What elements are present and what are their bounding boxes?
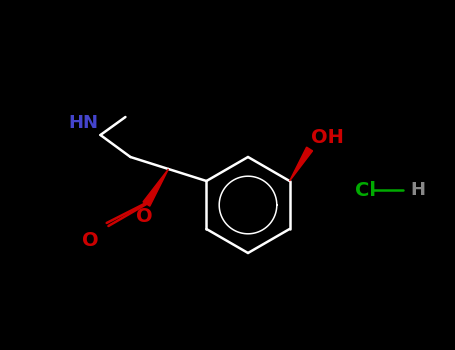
Text: H: H	[410, 181, 425, 199]
Text: O: O	[82, 231, 98, 250]
Text: OH: OH	[311, 128, 344, 147]
Polygon shape	[143, 169, 168, 206]
Text: Cl: Cl	[355, 181, 376, 199]
Text: O: O	[136, 207, 153, 226]
Polygon shape	[289, 147, 313, 181]
Text: HN: HN	[68, 114, 98, 132]
